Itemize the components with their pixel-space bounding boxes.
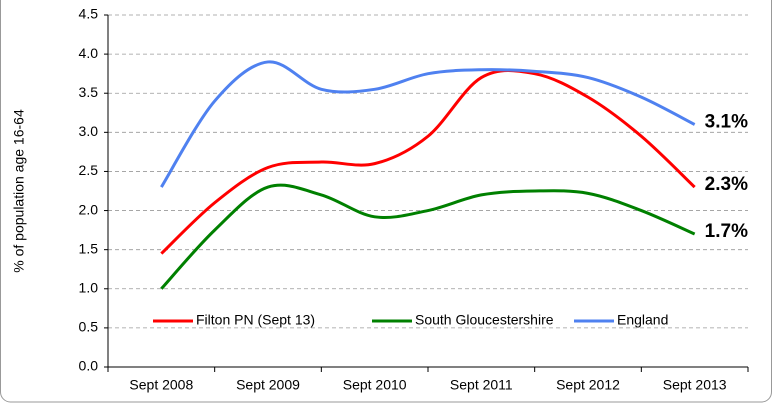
value-label: 3.1% (705, 112, 748, 133)
y-tick-label: 4.5 (79, 6, 99, 22)
x-tick-label: Sept 2008 (129, 377, 193, 393)
y-tick-label: 3.5 (79, 84, 99, 100)
legend-label: South Gloucestershire (415, 312, 554, 328)
y-axis-label: % of population age 16-64 (11, 109, 27, 273)
y-tick-label: 1.5 (79, 240, 99, 256)
legend-label: England (617, 312, 668, 328)
y-tick-label: 0.0 (79, 358, 99, 374)
x-tick-label: Sept 2013 (663, 377, 727, 393)
x-tick-label: Sept 2010 (343, 377, 407, 393)
value-label: 2.3% (705, 174, 748, 195)
y-tick-label: 4.0 (79, 45, 99, 61)
value-label: 1.7% (705, 221, 748, 242)
line-series (160, 60, 696, 188)
legend-label: Filton PN (Sept 13) (196, 312, 315, 328)
x-tick-label: Sept 2012 (556, 377, 620, 393)
y-tick-label: 3.0 (79, 123, 99, 139)
x-tick-label: Sept 2011 (450, 377, 513, 393)
line-series (160, 183, 696, 290)
y-tick-label: 2.0 (79, 201, 99, 217)
y-tick-label: 1.0 (79, 279, 99, 295)
y-tick-label: 0.5 (79, 319, 99, 335)
y-tick-label: 2.5 (79, 162, 99, 178)
x-tick-label: Sept 2009 (236, 377, 300, 393)
line-series (160, 68, 696, 255)
